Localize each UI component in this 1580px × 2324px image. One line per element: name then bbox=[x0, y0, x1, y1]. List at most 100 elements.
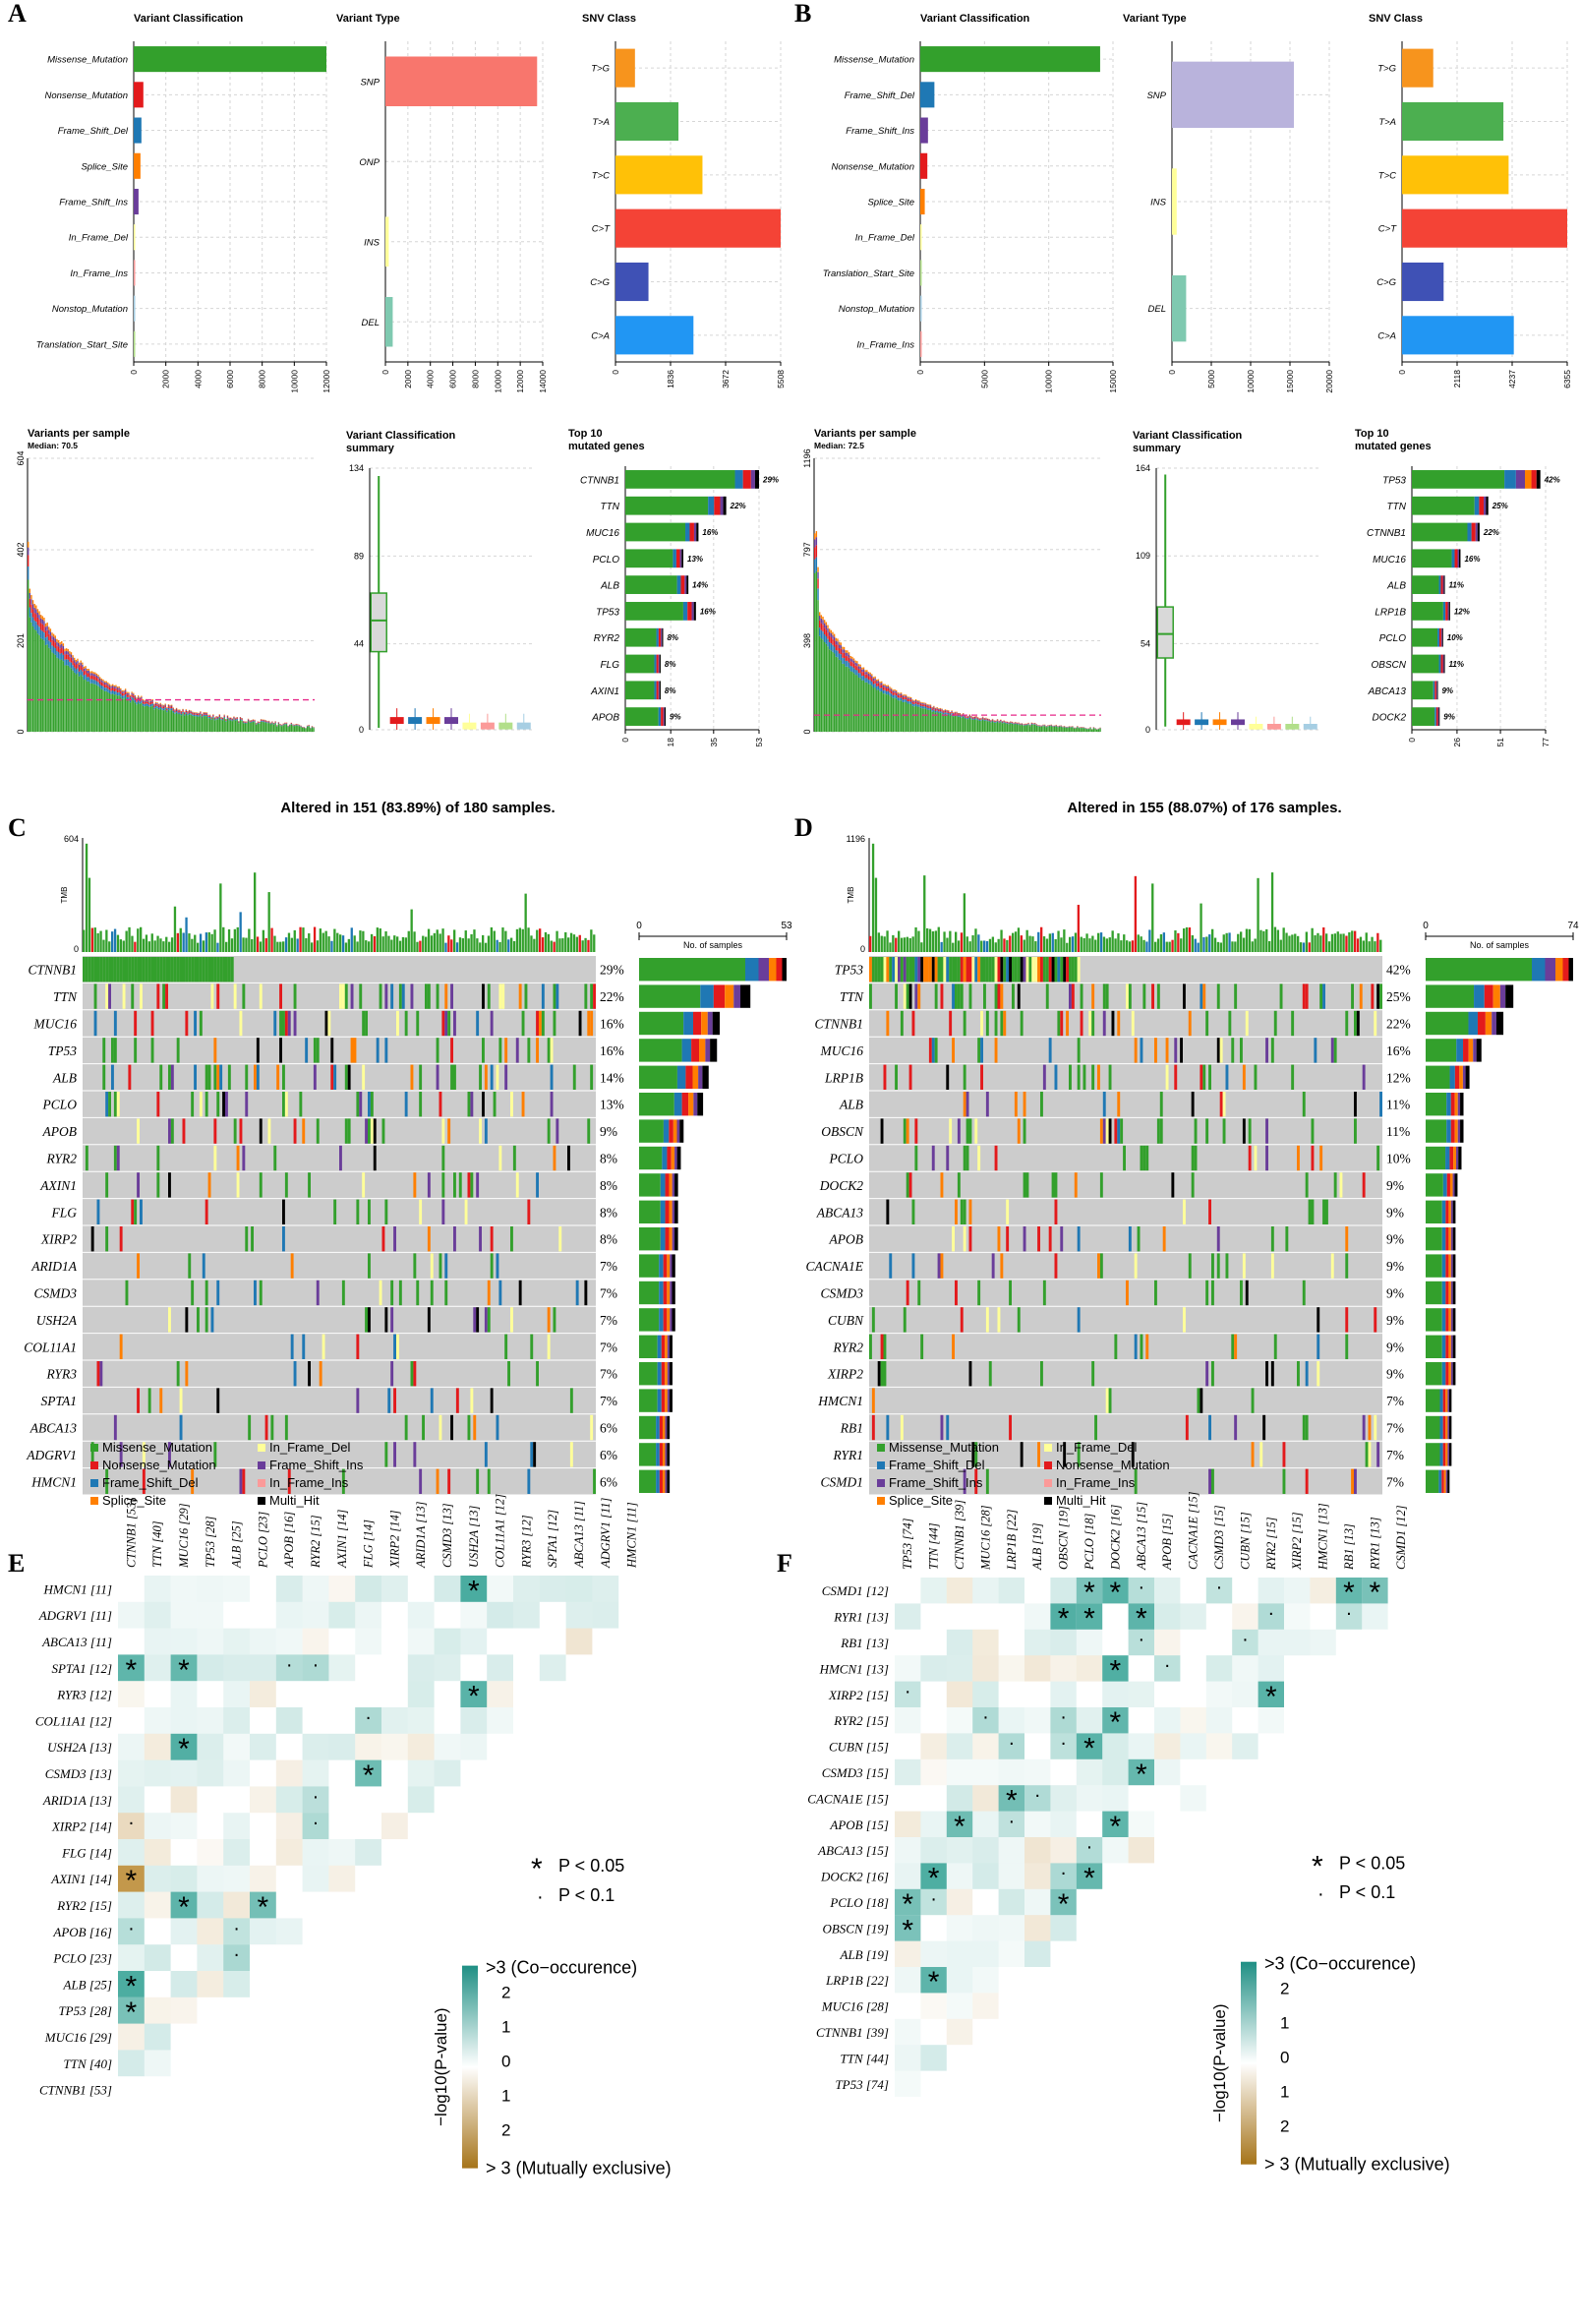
matrix-cell bbox=[1128, 1758, 1154, 1786]
side-bar-segment bbox=[693, 1093, 698, 1116]
sample-bar bbox=[941, 708, 943, 710]
mutation-cell bbox=[430, 1388, 434, 1413]
matrix-cell bbox=[223, 1971, 250, 1997]
gene-label: MUC16 bbox=[33, 1017, 78, 1032]
mutation-cell bbox=[490, 1253, 494, 1279]
gene-bar-segment bbox=[1438, 627, 1441, 647]
mutation-cell bbox=[949, 957, 953, 983]
tmb-bar bbox=[473, 929, 476, 952]
sample-bar bbox=[136, 697, 138, 699]
sample-bar bbox=[918, 701, 920, 703]
matrix-cell bbox=[197, 1576, 224, 1602]
gene-label: PCLO bbox=[1379, 633, 1406, 644]
side-bar-segment bbox=[1454, 1065, 1460, 1089]
sample-bar bbox=[159, 708, 162, 732]
sample-bar bbox=[187, 710, 189, 712]
mutation-cell bbox=[356, 1388, 360, 1413]
mutation-cell bbox=[963, 1199, 966, 1224]
legend-swatch bbox=[877, 1497, 885, 1505]
sample-bar bbox=[983, 719, 985, 721]
sample-bar bbox=[180, 715, 183, 732]
legend-swatch bbox=[877, 1461, 885, 1469]
sample-bar bbox=[263, 720, 265, 722]
percent-label: 7% bbox=[600, 1367, 617, 1382]
sample-bar bbox=[914, 705, 917, 732]
sample-bar bbox=[201, 717, 204, 732]
mutation-cell bbox=[1354, 1010, 1357, 1037]
tmb-bar bbox=[284, 937, 288, 952]
sample-bar bbox=[998, 721, 1000, 723]
mutation-cell bbox=[199, 1010, 203, 1037]
gene-bar-segment bbox=[681, 549, 684, 568]
gene-bar-segment bbox=[1442, 654, 1444, 674]
sample-bar bbox=[854, 670, 856, 676]
side-bar-segment bbox=[667, 1362, 670, 1386]
mutation-cell bbox=[997, 957, 1001, 983]
sample-bar bbox=[889, 692, 891, 696]
sample-bar bbox=[943, 711, 945, 713]
sample-bar bbox=[115, 685, 117, 688]
column-label: HMCN1 [13] bbox=[1317, 1503, 1330, 1571]
sample-bar bbox=[887, 690, 890, 695]
tmb-bar bbox=[903, 937, 907, 952]
matrix-cell bbox=[920, 2045, 947, 2071]
matrix-cell bbox=[250, 1733, 276, 1760]
mutation-cell bbox=[137, 1118, 140, 1144]
sample-bar bbox=[833, 646, 836, 654]
sample-bar bbox=[998, 723, 1000, 732]
sample-bar bbox=[110, 690, 112, 694]
side-bar-segment bbox=[1426, 1415, 1440, 1440]
sample-bar bbox=[77, 673, 79, 732]
sample-bar bbox=[289, 725, 291, 727]
tmb-bar bbox=[140, 926, 143, 952]
gene-bar-segment bbox=[656, 627, 659, 647]
mutation-cell bbox=[1285, 1226, 1289, 1252]
mutation-cell bbox=[225, 957, 228, 983]
tmb-bar bbox=[484, 942, 488, 952]
sample-bar bbox=[159, 703, 162, 705]
significance-mark: · bbox=[1267, 1603, 1274, 1625]
tmb-bar bbox=[404, 937, 408, 952]
sample-bar bbox=[142, 700, 145, 702]
sample-bar bbox=[100, 685, 103, 689]
sample-bar bbox=[936, 710, 938, 713]
tick-label: 0 bbox=[16, 729, 26, 734]
sample-bar bbox=[185, 713, 187, 732]
tmb-bar bbox=[869, 935, 872, 952]
sample-bar bbox=[923, 708, 925, 732]
tmb-bar bbox=[1197, 942, 1200, 952]
sample-bar bbox=[866, 672, 868, 675]
sample-bar bbox=[166, 708, 168, 711]
row-label: HMCN1 [11] bbox=[43, 1581, 112, 1596]
mutation-cell bbox=[333, 1064, 337, 1090]
sample-bar bbox=[938, 708, 940, 710]
mutation-cell bbox=[308, 1361, 311, 1387]
tmb-bar bbox=[88, 877, 91, 952]
mutation-cell bbox=[1009, 1414, 1012, 1441]
sample-bar bbox=[100, 682, 103, 685]
mutation-cell bbox=[1254, 1145, 1258, 1171]
matrix-cell bbox=[118, 1629, 145, 1655]
sample-bar bbox=[182, 710, 184, 712]
sample-bar bbox=[928, 709, 930, 732]
matrix-cell bbox=[355, 1601, 381, 1629]
sample-bar bbox=[988, 720, 990, 722]
gene-label: TP53 bbox=[1382, 475, 1406, 486]
legend-label: Missense_Mutation bbox=[102, 1440, 212, 1455]
tmb-bar bbox=[239, 912, 242, 952]
tmb-bar bbox=[991, 936, 995, 952]
tmb-bar bbox=[1262, 930, 1265, 952]
tmb-bar bbox=[1069, 936, 1072, 952]
sample-bar bbox=[825, 622, 828, 626]
sample-bar bbox=[946, 711, 948, 713]
sample-bar bbox=[909, 696, 912, 698]
sample-bar bbox=[1047, 726, 1049, 732]
sample-bar bbox=[921, 704, 923, 707]
tmb-bar bbox=[1376, 932, 1379, 952]
sample-bar bbox=[1020, 724, 1022, 726]
column-label: TTN [40] bbox=[150, 1520, 164, 1568]
matrix-cell bbox=[998, 1863, 1024, 1889]
gene-bar-segment bbox=[625, 654, 655, 674]
sample-bar bbox=[1042, 725, 1044, 727]
mutation-cell bbox=[396, 1010, 399, 1037]
